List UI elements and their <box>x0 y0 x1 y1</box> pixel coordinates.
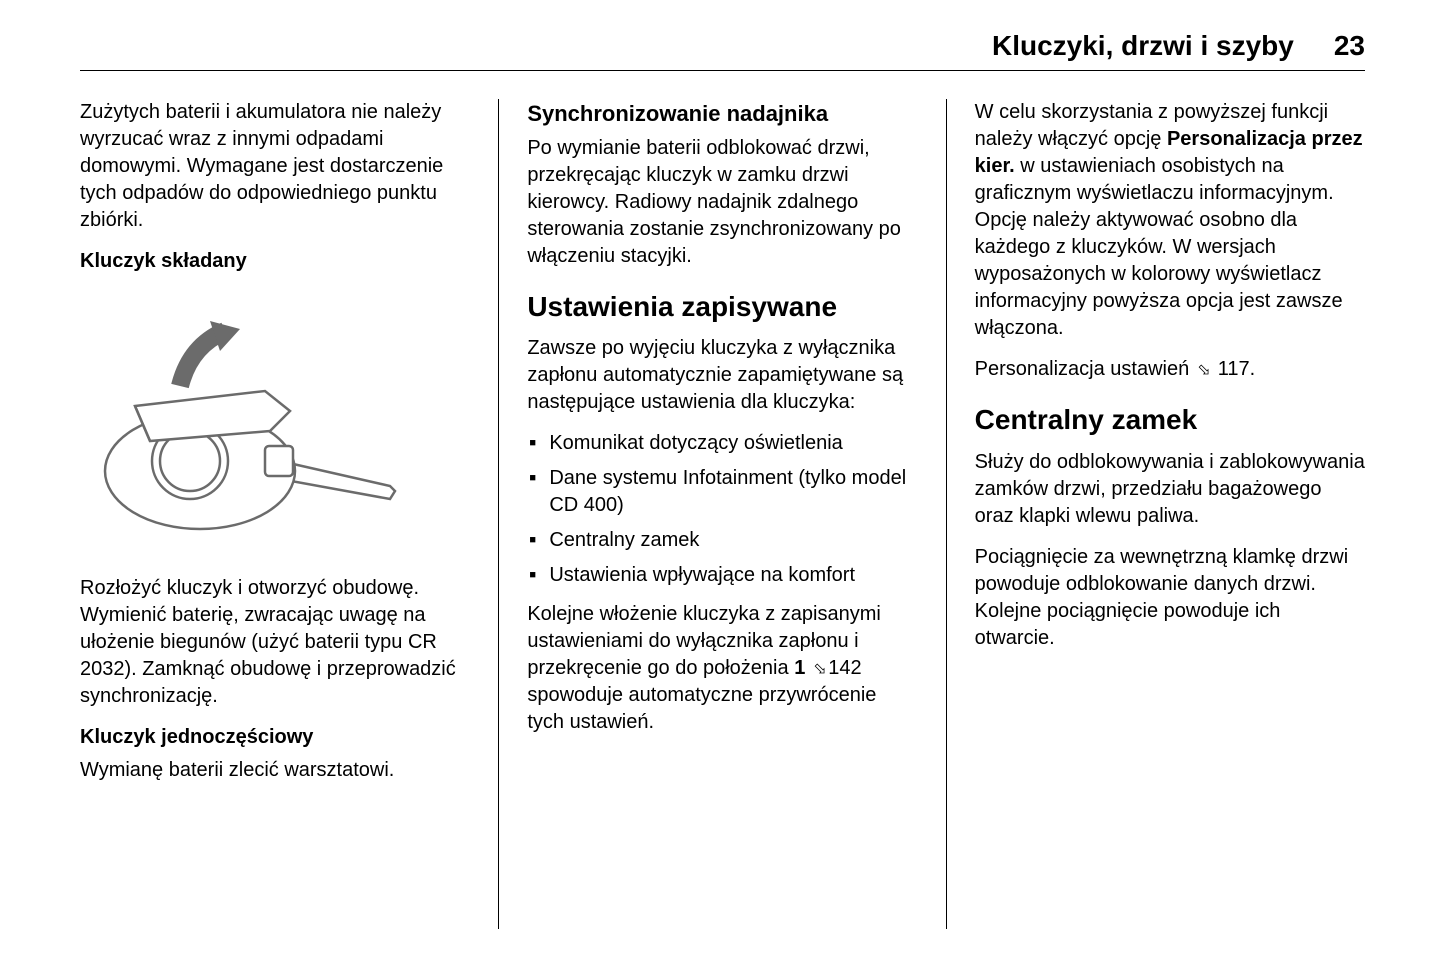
personalization-text: W celu skorzystania z powyższej funkcji … <box>975 99 1365 342</box>
list-item: Centralny zamek <box>527 527 917 554</box>
page-ref: 117 <box>1218 358 1250 380</box>
text-fragment: . <box>1250 358 1256 380</box>
column-3: W celu skorzystania z powyższej funkcji … <box>947 99 1365 929</box>
one-piece-key-heading: Kluczyk jednoczęściowy <box>80 724 470 751</box>
central-lock-heading: Centralny zamek <box>975 401 1365 439</box>
folding-key-heading: Kluczyk składany <box>80 248 470 275</box>
page-number: 23 <box>1334 30 1365 62</box>
workshop-text: Wymianę baterii zlecić warsztatowi. <box>80 757 470 784</box>
door-handle-text: Pociągnięcie za wewnętrzną klamkę drzwi … <box>975 544 1365 652</box>
page-header: Kluczyki, drzwi i szyby 23 <box>80 30 1365 71</box>
list-item: Komunikat dotyczący oświetlenia <box>527 430 917 457</box>
column-1: Zużytych baterii i akumulatora nie należ… <box>80 99 499 929</box>
text-fragment: Personalizacja ustawień <box>975 358 1195 380</box>
sync-heading: Synchronizowanie nadajnika <box>527 99 917 129</box>
text-fragment: spowoduje automatyczne przywrócenie tych… <box>527 684 876 733</box>
chapter-title: Kluczyki, drzwi i szyby <box>992 30 1294 62</box>
column-2: Synchronizowanie nadajnika Po wymianie b… <box>499 99 946 929</box>
list-item: Ustawienia wpływające na komfort <box>527 562 917 589</box>
personalization-ref: Personalizacja ustawień ⇨ 117. <box>975 356 1365 383</box>
content-columns: Zużytych baterii i akumulatora nie należ… <box>80 99 1365 929</box>
saved-settings-intro: Zawsze po wyjęciu kluczyka z wyłącznika … <box>527 335 917 416</box>
restore-settings-text: Kolejne włożenie kluczyka z zapisanymi u… <box>527 601 917 736</box>
sync-text: Po wymianie baterii odblokować drzwi, pr… <box>527 135 917 270</box>
page-ref: 142 <box>828 657 861 679</box>
list-item: Dane systemu Infotainment (tylko model C… <box>527 465 917 519</box>
saved-settings-heading: Ustawienia zapisywane <box>527 288 917 326</box>
battery-disposal-text: Zużytych baterii i akumulatora nie należ… <box>80 99 470 234</box>
text-fragment: w ustawieniach osobistych na graficznym … <box>975 155 1343 339</box>
central-lock-text: Służy do odblokowywania i zablokowywania… <box>975 449 1365 530</box>
settings-list: Komunikat dotyczący oświetlenia Dane sys… <box>527 430 917 589</box>
position-number: 1 <box>794 657 805 679</box>
battery-replace-text: Rozłożyć kluczyk i otworzyć obudowę. Wym… <box>80 575 470 710</box>
key-fob-illustration <box>80 291 420 551</box>
